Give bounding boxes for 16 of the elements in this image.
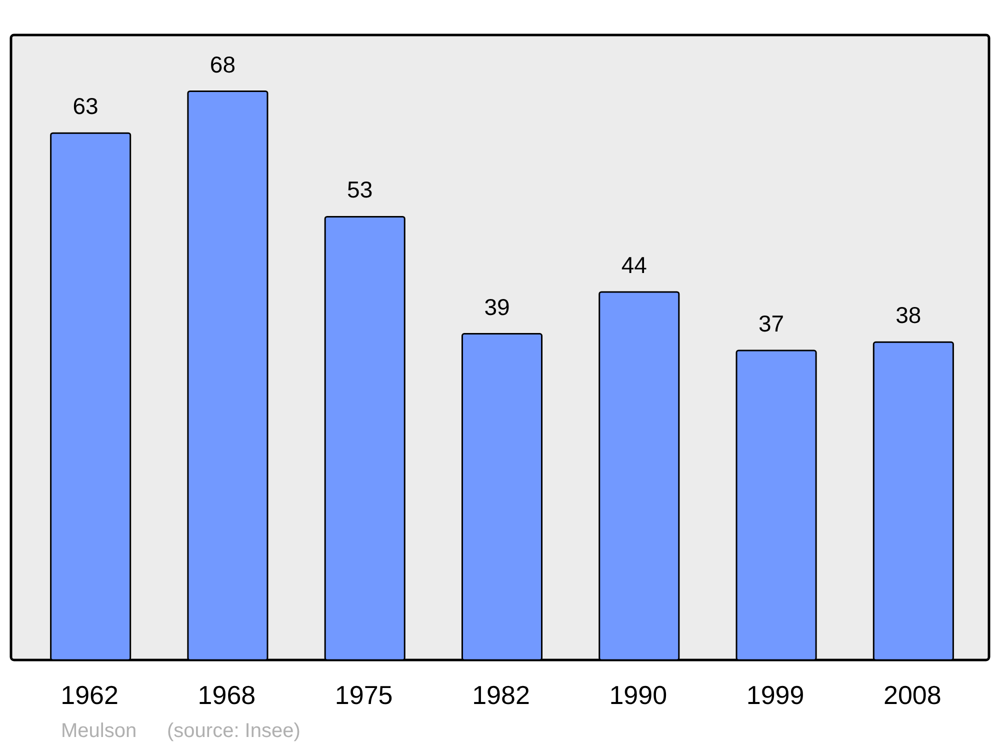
data-label: 53	[347, 176, 373, 203]
data-label: 44	[621, 252, 648, 278]
text: (source: Insee)	[167, 720, 300, 742]
x-tick-label: 2008	[884, 680, 942, 710]
text: Meulson	[61, 720, 137, 742]
data-label: 63	[72, 93, 98, 120]
x-tick-label: 1999	[746, 680, 804, 710]
data-label: 37	[758, 310, 784, 337]
data-label: 38	[896, 302, 922, 328]
x-tick-label: 1990	[609, 680, 668, 710]
x-tick-label: 1962	[60, 680, 118, 710]
data-label: 39	[484, 294, 510, 320]
data-label: 68	[210, 51, 236, 78]
x-tick-label: 1982	[472, 680, 530, 710]
x-tick-label: 1975	[334, 680, 393, 710]
x-tick-label: 1968	[198, 680, 256, 710]
